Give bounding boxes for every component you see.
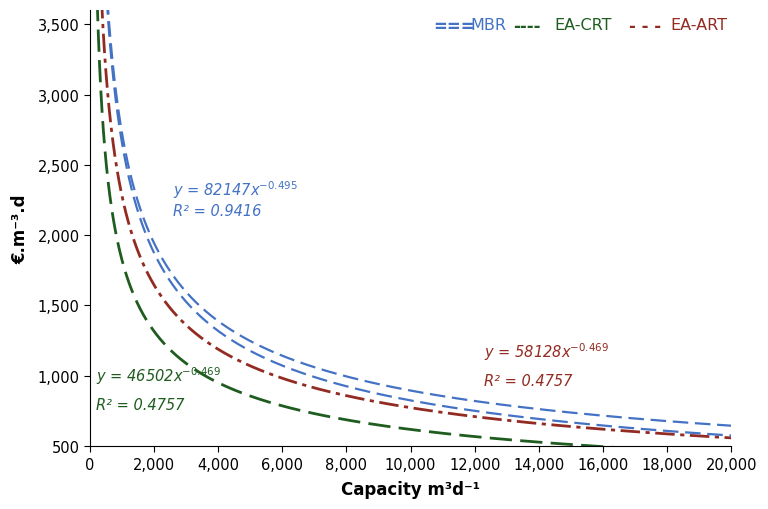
Text: R² = 0.4757: R² = 0.4757 — [97, 397, 185, 412]
Text: - - -: - - - — [628, 18, 660, 36]
Y-axis label: €.m⁻³.d: €.m⁻³.d — [11, 194, 29, 263]
Text: y = 46502x$^{-0.469}$: y = 46502x$^{-0.469}$ — [97, 365, 221, 387]
Text: y = 82147x$^{-0.495}$: y = 82147x$^{-0.495}$ — [174, 179, 298, 201]
Text: ----: ---- — [513, 18, 541, 36]
X-axis label: Capacity m³d⁻¹: Capacity m³d⁻¹ — [341, 480, 480, 498]
Text: y = 58128x$^{-0.469}$: y = 58128x$^{-0.469}$ — [485, 341, 609, 363]
Text: EA-CRT: EA-CRT — [554, 18, 612, 33]
Text: R² = 0.9416: R² = 0.9416 — [174, 204, 262, 218]
Text: R² = 0.4757: R² = 0.4757 — [485, 373, 573, 388]
Text: EA-ART: EA-ART — [670, 18, 727, 33]
Text: ===: === — [433, 18, 475, 36]
Text: MBR: MBR — [470, 18, 506, 33]
